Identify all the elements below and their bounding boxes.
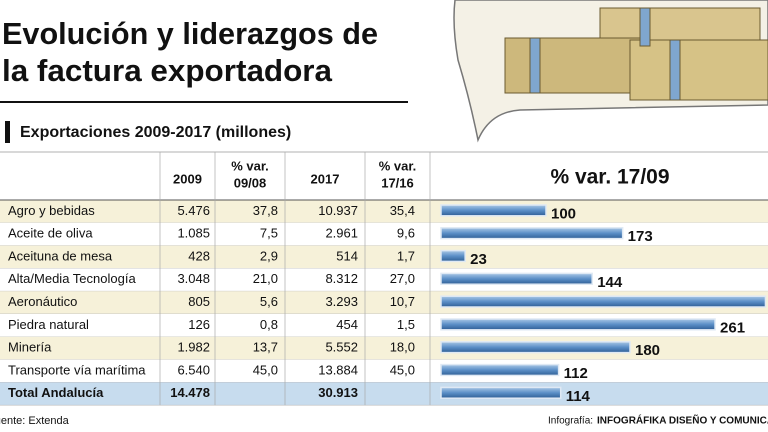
column-header: 09/08 bbox=[234, 175, 267, 190]
bar bbox=[440, 204, 547, 217]
bar bbox=[440, 295, 767, 308]
row-band bbox=[0, 200, 768, 223]
row-label: Alta/Media Tecnología bbox=[8, 271, 136, 286]
cell: 3.293 bbox=[325, 294, 358, 309]
column-header: % var. bbox=[231, 158, 269, 173]
cell: 428 bbox=[188, 248, 210, 263]
row-label: Agro y bebidas bbox=[8, 203, 95, 218]
cell: 454 bbox=[336, 317, 358, 332]
chart-title: % var. 17/09 bbox=[550, 166, 669, 189]
cell: 35,4 bbox=[390, 203, 415, 218]
cell: 2.961 bbox=[325, 226, 358, 241]
row-band bbox=[0, 245, 768, 269]
column-header: % var. bbox=[379, 158, 417, 173]
cell: 7,5 bbox=[260, 226, 278, 241]
cell: 10.937 bbox=[318, 203, 358, 218]
cell: 5.552 bbox=[325, 340, 358, 355]
row-label: Aeronáutico bbox=[8, 294, 77, 309]
row-band bbox=[0, 382, 768, 406]
source: Fuente: Extenda bbox=[0, 415, 70, 427]
row-label: Piedra natural bbox=[8, 317, 89, 332]
bar bbox=[440, 341, 631, 354]
bar-label: 114 bbox=[566, 388, 591, 405]
bar-label: 100 bbox=[551, 205, 576, 222]
cell: 18,0 bbox=[390, 340, 415, 355]
table: 2009 % var. 09/08 2017 % var. 17/16 % var. 17/… bbox=[0, 151, 768, 406]
cell: 0,8 bbox=[260, 317, 278, 332]
bar-label: 23 bbox=[470, 251, 487, 268]
cell: 2,9 bbox=[260, 248, 278, 263]
marker bbox=[5, 121, 10, 143]
title: Evolución y liderazgos de bbox=[2, 16, 378, 51]
cell: 6.540 bbox=[177, 362, 210, 377]
row-label: Aceite de oliva bbox=[8, 226, 93, 241]
cell: 45,0 bbox=[253, 362, 278, 377]
cell: 1.982 bbox=[177, 340, 210, 355]
row-label: Minería bbox=[8, 340, 52, 355]
total-cell: 30.913 bbox=[318, 385, 358, 400]
cell: 8.312 bbox=[325, 271, 358, 286]
bar bbox=[440, 227, 624, 240]
cell: 1.085 bbox=[177, 226, 210, 241]
cell: 21,0 bbox=[253, 271, 278, 286]
row-label: Aceituna de mesa bbox=[8, 248, 113, 263]
bar bbox=[440, 386, 562, 399]
total-label: Total Andalucía bbox=[8, 385, 104, 400]
cell: 1,7 bbox=[397, 248, 415, 263]
cell: 514 bbox=[336, 248, 358, 263]
bar bbox=[440, 249, 466, 263]
credit: INFOGRÁFIKA DISEÑO Y COMUNICACIÓN bbox=[597, 414, 768, 427]
row-band bbox=[0, 222, 768, 246]
bar bbox=[440, 318, 716, 331]
row-band bbox=[0, 359, 768, 383]
row-label: Transporte vía marítima bbox=[8, 362, 146, 377]
cell: 37,8 bbox=[253, 203, 278, 218]
cell: 5,6 bbox=[260, 294, 278, 309]
cell: 13.884 bbox=[318, 362, 358, 377]
bar-label: 173 bbox=[628, 228, 653, 245]
bar-label: 180 bbox=[635, 342, 660, 359]
cell: 3.048 bbox=[177, 271, 210, 286]
bar-label: 144 bbox=[597, 274, 623, 291]
cell: 10,7 bbox=[390, 294, 415, 309]
subtitle: Exportaciones 2009-2017 (millones) bbox=[20, 124, 291, 141]
title: la factura exportadora bbox=[2, 53, 333, 88]
total-cell: 14.478 bbox=[170, 385, 210, 400]
bar bbox=[440, 272, 593, 285]
column-header: 17/16 bbox=[381, 175, 414, 190]
cell: 45,0 bbox=[390, 362, 415, 377]
cell: 5.476 bbox=[177, 203, 210, 218]
credit-label: Infografía: bbox=[548, 416, 593, 427]
decoration bbox=[453, 0, 768, 143]
cell: 27,0 bbox=[390, 271, 415, 286]
bar-label: 112 bbox=[564, 365, 588, 382]
column-header: 2009 bbox=[173, 171, 202, 186]
cell: 13,7 bbox=[253, 340, 278, 355]
cell: 126 bbox=[188, 317, 210, 332]
cell: 805 bbox=[188, 294, 210, 309]
cell: 1,5 bbox=[397, 317, 415, 332]
bar bbox=[440, 363, 560, 377]
column-header: 2017 bbox=[311, 171, 340, 186]
cell: 9,6 bbox=[397, 226, 415, 241]
bar-label: 261 bbox=[720, 319, 745, 336]
